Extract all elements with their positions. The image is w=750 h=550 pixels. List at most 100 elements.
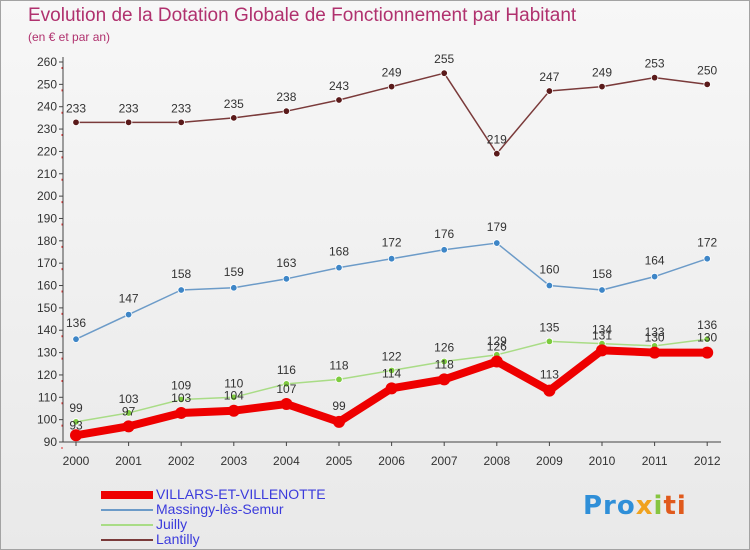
data-label: 99 <box>332 399 346 413</box>
data-label: 109 <box>171 379 191 393</box>
data-label: 249 <box>382 66 402 80</box>
data-label: 233 <box>66 101 86 115</box>
data-point <box>598 286 606 294</box>
data-point <box>440 246 448 254</box>
data-point <box>385 382 398 395</box>
x-tick-label: 2011 <box>642 454 668 468</box>
y-tick-label: 210 <box>37 167 57 181</box>
data-label: 243 <box>329 79 349 93</box>
data-point <box>70 429 82 442</box>
data-label: 126 <box>487 340 507 354</box>
data-point <box>282 275 291 283</box>
data-label: 250 <box>697 63 717 77</box>
data-label: 126 <box>434 341 454 355</box>
x-tick-label: 2009 <box>536 454 563 468</box>
data-point <box>335 263 343 272</box>
data-point <box>596 344 608 357</box>
x-tick-label: 2003 <box>220 454 247 468</box>
data-label: 172 <box>382 236 402 250</box>
legend-label: Juilly <box>156 516 188 532</box>
data-label: 114 <box>382 366 401 380</box>
data-point <box>230 393 238 401</box>
data-label: 160 <box>539 263 559 277</box>
y-tick-label: 90 <box>44 435 58 449</box>
x-tick-label: 2002 <box>168 454 195 468</box>
data-label: 136 <box>697 318 717 332</box>
data-point <box>230 114 238 122</box>
data-point <box>280 398 293 410</box>
data-label: 176 <box>434 227 454 241</box>
data-point <box>335 96 343 104</box>
data-label: 233 <box>119 101 139 115</box>
data-point <box>177 395 185 404</box>
data-point <box>124 310 133 319</box>
data-point <box>493 239 501 247</box>
data-label: 238 <box>276 90 296 104</box>
data-point <box>72 335 80 343</box>
data-label: 116 <box>277 363 296 377</box>
data-label: 136 <box>66 316 86 330</box>
y-tick-label: 250 <box>37 77 57 91</box>
x-tick-label: 2001 <box>115 454 142 468</box>
y-tick-label: 240 <box>37 100 57 114</box>
y-tick-label: 170 <box>37 256 57 270</box>
data-point <box>175 406 188 419</box>
data-point <box>282 107 291 115</box>
data-label: 104 <box>224 389 244 403</box>
data-label: 134 <box>592 323 612 337</box>
data-label: 130 <box>697 331 717 345</box>
data-label: 219 <box>487 133 507 147</box>
data-label: 164 <box>645 254 665 268</box>
data-point <box>650 73 659 82</box>
x-tick-label: 2000 <box>63 454 90 468</box>
data-point <box>387 366 396 375</box>
data-label: 122 <box>382 349 402 363</box>
data-label: 147 <box>119 292 139 306</box>
y-tick-label: 140 <box>37 323 57 337</box>
data-point <box>387 82 396 91</box>
legend-label: VILLARS-ET-VILLENOTTE <box>156 486 326 502</box>
data-point <box>545 281 554 290</box>
legend-label: Massingy-lès-Semur <box>156 501 284 517</box>
data-label: 93 <box>69 418 83 432</box>
data-label: 168 <box>329 245 349 259</box>
legend-swatch <box>101 509 153 511</box>
legend-label: Lantilly <box>156 531 200 547</box>
data-point <box>490 355 503 368</box>
x-tick-label: 2005 <box>326 454 353 468</box>
legend-swatch <box>101 491 153 499</box>
y-tick-label: 110 <box>38 390 57 404</box>
y-tick-label: 100 <box>37 413 57 427</box>
data-point <box>230 284 238 292</box>
legend-swatch <box>101 539 153 541</box>
data-point <box>598 82 606 91</box>
data-point <box>545 87 554 95</box>
y-tick-label: 130 <box>37 346 57 360</box>
y-tick-label: 120 <box>37 368 57 382</box>
x-tick-label: 2010 <box>589 454 616 468</box>
data-point <box>440 357 448 366</box>
data-point <box>72 418 80 426</box>
data-label: 99 <box>69 401 83 415</box>
data-label: 158 <box>592 267 612 281</box>
data-label: 249 <box>592 66 612 80</box>
data-point <box>545 337 554 346</box>
data-label: 133 <box>645 325 665 339</box>
data-label: 253 <box>645 57 665 71</box>
data-point <box>177 118 185 127</box>
data-point <box>124 409 133 417</box>
data-label: 103 <box>171 391 191 405</box>
chart-subtitle: (en € et par an) <box>28 30 111 44</box>
data-point <box>438 373 451 386</box>
y-tick-label: 230 <box>37 122 57 136</box>
data-label: 235 <box>224 97 244 111</box>
y-tick-label: 150 <box>37 301 57 315</box>
data-label: 247 <box>539 70 559 84</box>
data-label: 179 <box>487 220 507 234</box>
data-point <box>703 335 711 343</box>
data-point <box>701 346 714 359</box>
y-tick-label: 260 <box>37 55 57 69</box>
y-tick-label: 180 <box>37 234 57 248</box>
data-label: 107 <box>276 382 296 396</box>
data-point <box>543 384 556 397</box>
